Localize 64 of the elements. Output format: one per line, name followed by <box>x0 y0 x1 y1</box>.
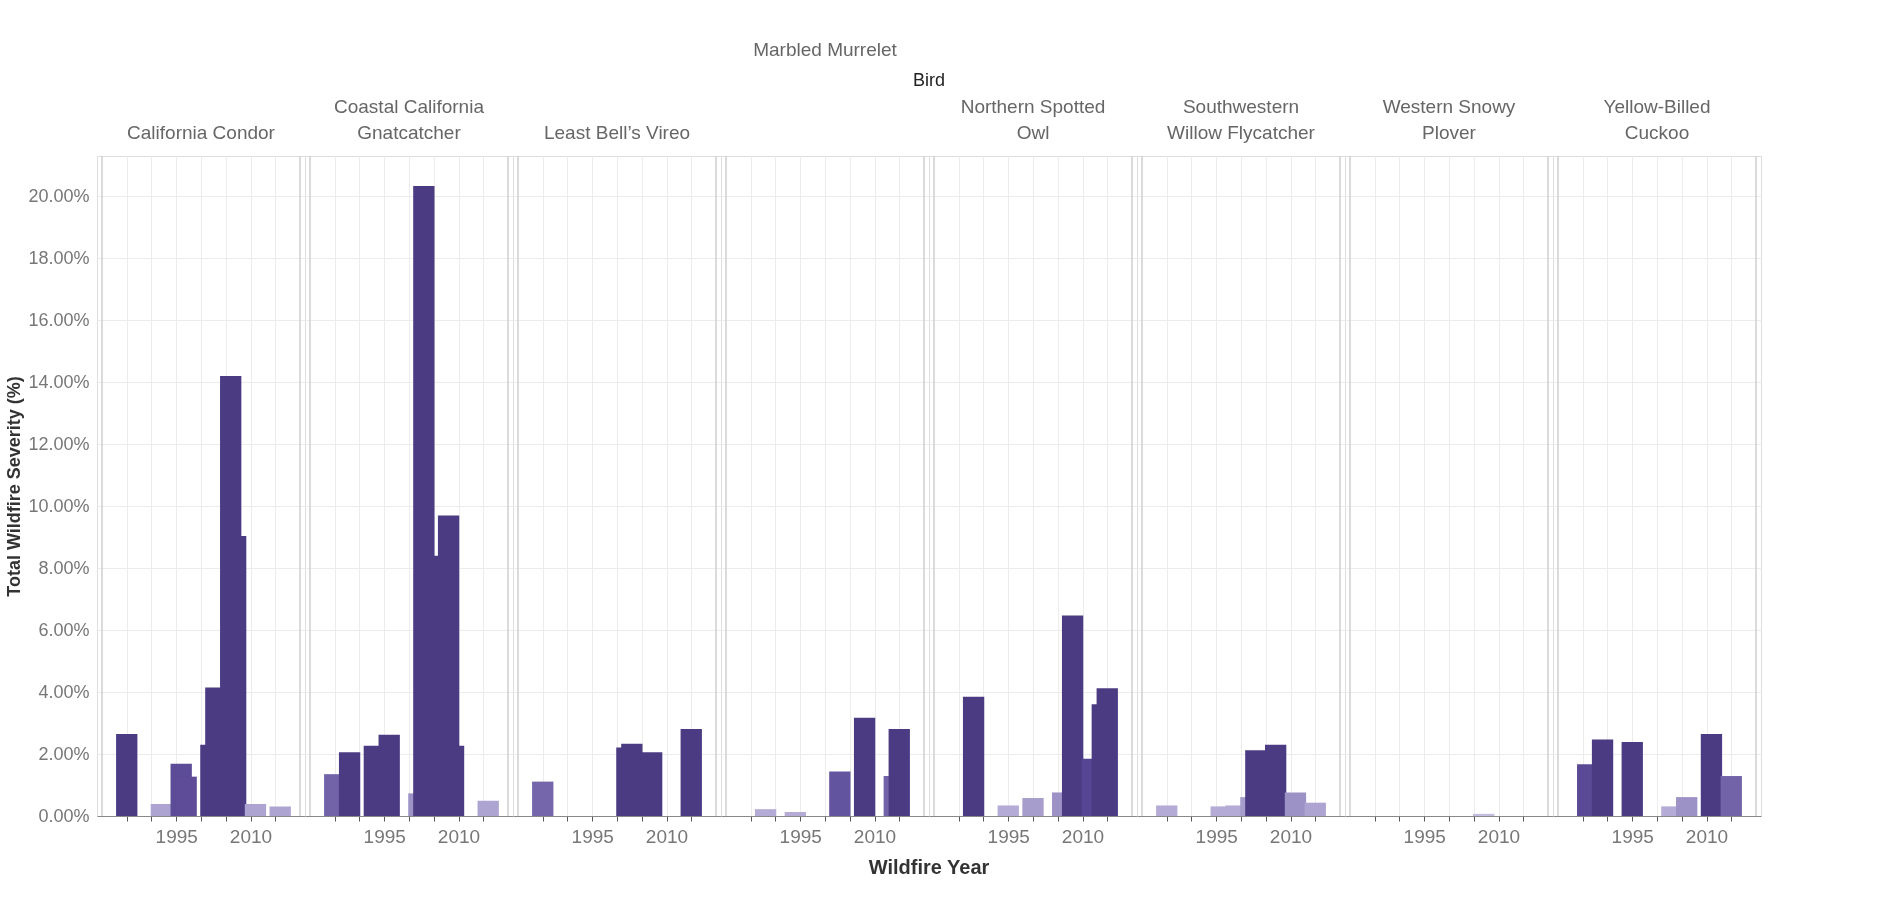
bar <box>754 809 777 816</box>
y-tick-label: 12.00% <box>28 433 90 454</box>
bar <box>962 696 985 816</box>
bar <box>1061 615 1084 816</box>
x-tick-label: 2010 <box>1685 825 1729 847</box>
bar <box>1700 733 1723 816</box>
chart-title: Yellow-Billed Cuckoo <box>1603 96 1711 144</box>
x-tick-label: 1995 <box>363 825 406 847</box>
bar <box>338 752 361 816</box>
bar <box>1096 688 1118 816</box>
bar <box>1676 797 1698 816</box>
x-tick-label: 2010 <box>1061 825 1105 847</box>
x-tick-label: 2010 <box>645 825 689 847</box>
bar <box>829 771 851 816</box>
bar <box>1591 739 1614 816</box>
bar <box>1022 798 1044 816</box>
y-tick-label: 14.00% <box>28 371 90 392</box>
chart-title: Northern Spotted Owl <box>960 96 1106 144</box>
chart-title: Southwestern Willow Flycatcher <box>1167 96 1316 144</box>
x-tick-label: 2010 <box>1477 825 1521 847</box>
y-axis-title: Total Wildfire Severity (%) <box>4 376 25 597</box>
bar <box>1621 741 1643 816</box>
y-tick-label: 10.00% <box>28 495 90 516</box>
bar <box>997 805 1019 816</box>
bar <box>888 728 910 816</box>
x-tick-label: 1995 <box>1611 825 1654 847</box>
bar <box>1284 792 1307 816</box>
bar <box>853 717 876 816</box>
y-tick-label: 18.00% <box>28 247 90 268</box>
text: Bird <box>912 70 946 90</box>
x-axis-title: Wildfire Year <box>868 856 990 878</box>
y-tick-label: 8.00% <box>38 557 90 578</box>
bar <box>477 800 499 816</box>
y-tick-label: 16.00% <box>28 309 90 330</box>
bar <box>1156 805 1178 816</box>
x-tick-label: 1995 <box>155 825 198 847</box>
x-tick-label: 1995 <box>1403 825 1446 847</box>
x-tick-label: 1995 <box>571 825 614 847</box>
x-tick-label: 2010 <box>437 825 481 847</box>
x-tick-label: 1995 <box>779 825 822 847</box>
x-tick-label: 2010 <box>229 825 273 847</box>
bar <box>1304 802 1326 816</box>
x-tick-label: 2010 <box>853 825 897 847</box>
chart-title: Western Snowy Plover <box>1382 96 1516 144</box>
bar <box>784 811 806 816</box>
y-tick-label: 6.00% <box>38 619 90 640</box>
chart-title: Least Bell’s Vireo <box>543 122 691 144</box>
x-tick-label: 2010 <box>1269 825 1313 847</box>
bar <box>150 803 173 816</box>
y-tick-label: 0.00% <box>38 805 90 826</box>
x-tick-label: 1995 <box>987 825 1030 847</box>
y-tick-label: 4.00% <box>38 681 90 702</box>
bar <box>116 733 138 816</box>
y-tick-label: 2.00% <box>38 743 90 764</box>
bar <box>680 728 702 816</box>
x-tick-label: 1995 <box>1195 825 1238 847</box>
bar <box>244 803 267 816</box>
bar <box>1720 776 1742 816</box>
y-tick-label: 20.00% <box>28 185 90 206</box>
chart-title: Coastal California Gnatcatcher <box>334 96 485 144</box>
bar <box>532 781 554 816</box>
chart-title: Marbled Murrelet <box>753 39 898 60</box>
bar <box>269 806 291 816</box>
chart-title: California Condor <box>127 122 276 144</box>
